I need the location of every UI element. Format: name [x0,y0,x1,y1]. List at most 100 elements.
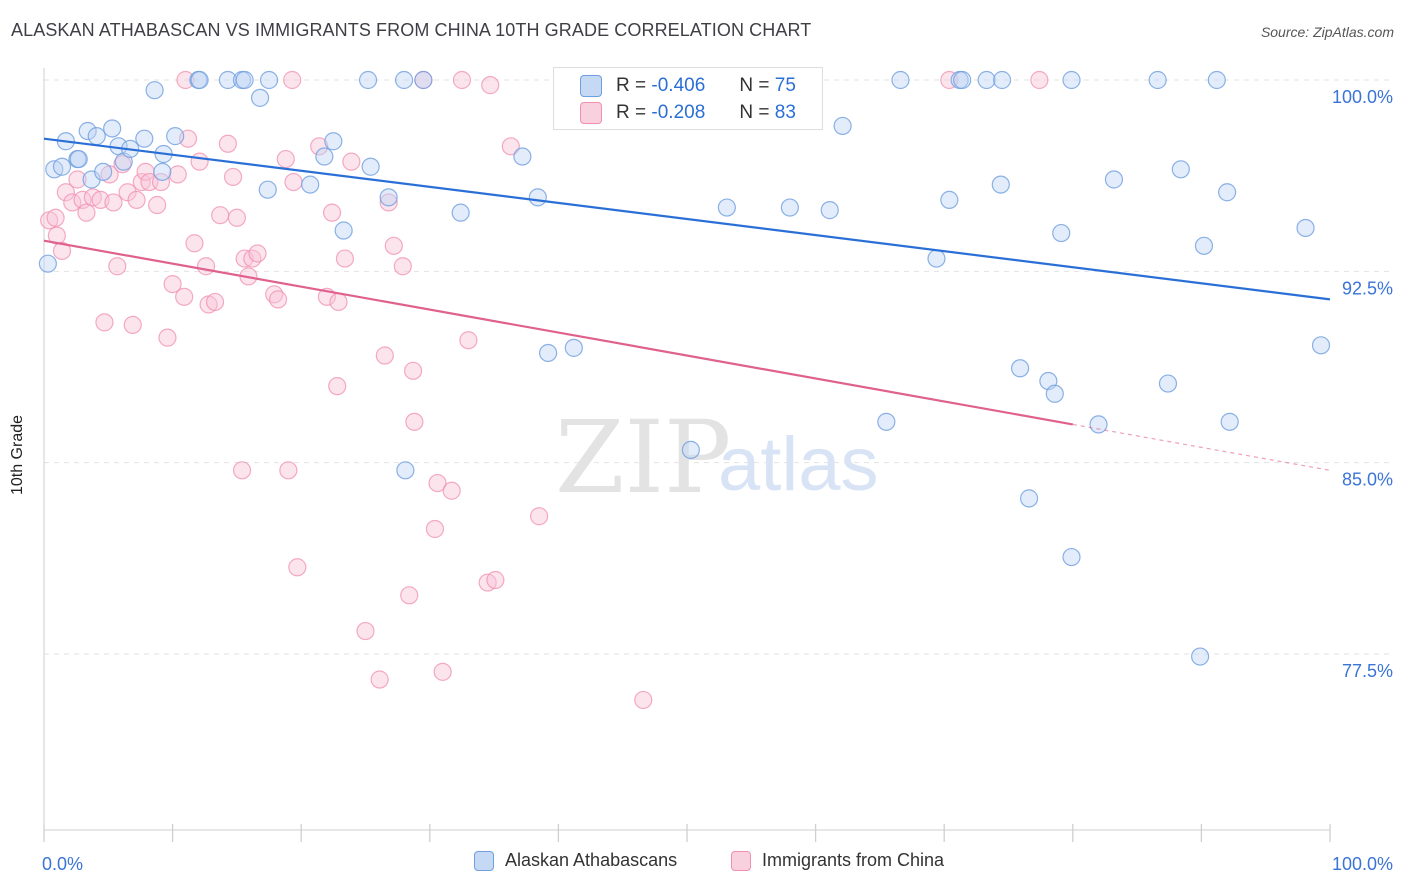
point-immigrants-from-china [108,257,127,276]
point-alaskan-athabascans [681,440,700,460]
watermark-zip: ZIP [555,399,731,516]
point-alaskan-athabascans [451,203,470,222]
point-immigrants-from-china [428,473,447,493]
point-immigrants-from-china [634,690,653,710]
point-immigrants-from-china [196,257,216,276]
x-tick-label: 0.0% [42,854,83,874]
point-immigrants-from-china [95,313,114,332]
point-immigrants-from-china [310,137,329,156]
axes [43,68,1331,842]
point-alaskan-athabascans [1010,359,1030,378]
point-immigrants-from-china [158,328,177,347]
r-value: -0.208 [651,102,706,123]
point-alaskan-athabascans [78,121,97,141]
grid-lines [44,79,1392,655]
point-immigrants-from-china [268,290,288,309]
r-label: R = [616,102,647,123]
trend-lines [43,137,1331,471]
legend-item-alaskan-athabascans: Alaskan Athabascans [474,850,677,871]
point-alaskan-athabascans [94,162,113,181]
tick-labels: 100.0% 92.5% 85.0% 77.5% 0.0% 100.0% [42,87,1393,874]
point-immigrants-from-china [68,170,87,189]
x-tick-label: 100.0% [1332,854,1393,874]
point-immigrants-from-china [168,165,187,184]
point-immigrants-from-china [481,76,500,95]
point-immigrants-from-china [370,670,389,689]
point-immigrants-from-china [283,70,302,90]
point-alaskan-athabascans [1191,647,1210,666]
point-alaskan-athabascans [513,147,532,166]
point-alaskan-athabascans [250,88,270,107]
point-immigrants-from-china [132,172,151,192]
watermark: ZIP atlas [555,399,879,516]
point-immigrants-from-china [530,507,549,526]
point-immigrants-from-china [185,234,204,253]
point-alaskan-athabascans [394,70,414,90]
point-alaskan-athabascans [315,147,334,166]
point-alaskan-athabascans [528,188,547,207]
legend-swatch-pink [731,850,751,871]
point-alaskan-athabascans [166,127,185,146]
point-immigrants-from-china [501,137,520,156]
point-alaskan-athabascans [103,119,122,138]
point-immigrants-from-china [56,183,75,202]
point-alaskan-athabascans [1158,374,1178,393]
point-alaskan-athabascans [991,175,1010,194]
point-immigrants-from-china [356,621,375,641]
legend-label: Alaskan Athabascans [505,850,678,870]
point-immigrants-from-china [940,70,959,90]
point-alaskan-athabascans [1311,336,1331,355]
point-immigrants-from-china [405,412,424,431]
point-immigrants-from-china [375,346,394,365]
point-immigrants-from-china [328,377,347,396]
stats-row-pink: R = -0.208 N = 83 [554,100,796,126]
point-alaskan-athabascans [940,190,959,210]
point-alaskan-athabascans [379,188,398,207]
point-immigrants-from-china [227,208,246,227]
point-alaskan-athabascans [717,198,736,217]
bottom-legend: Alaskan Athabascans Immigrants from Chin… [0,850,1406,880]
point-alaskan-athabascans [396,461,415,480]
point-immigrants-from-china [232,461,252,480]
point-alaskan-athabascans [833,116,852,136]
point-alaskan-athabascans [564,338,583,357]
r-value: -0.406 [651,75,706,96]
point-alaskan-athabascans [259,70,279,90]
point-immigrants-from-china [452,70,472,90]
point-alaskan-athabascans [334,221,353,240]
y-tick-label: 85.0% [1342,470,1393,490]
point-immigrants-from-china [52,241,72,261]
y-tick-label: 77.5% [1342,661,1393,681]
series-alaskan-athabascans [38,70,1331,666]
point-alaskan-athabascans [1052,223,1071,243]
point-alaskan-athabascans [953,70,972,90]
point-alaskan-athabascans [1220,412,1239,431]
n-label: N = [739,75,770,96]
point-alaskan-athabascans [52,157,72,176]
point-immigrants-from-china [335,249,355,268]
n-value: 75 [774,75,796,96]
trend-line-extension [1072,423,1331,471]
point-immigrants-from-china [379,193,398,212]
point-alaskan-athabascans [1296,218,1315,238]
point-alaskan-athabascans [87,127,106,146]
point-immigrants-from-china [276,149,295,169]
point-alaskan-athabascans [1062,547,1081,567]
point-alaskan-athabascans [414,70,433,90]
point-immigrants-from-china [329,292,348,312]
point-immigrants-from-china [284,172,303,192]
point-immigrants-from-china [403,361,423,380]
point-immigrants-from-china [288,558,307,577]
series-immigrants-from-china [40,70,1049,710]
chart-title: ALASKAN ATHABASCAN VS IMMIGRANTS FROM CH… [11,20,812,40]
point-alaskan-athabascans [1089,415,1108,434]
point-alaskan-athabascans [877,412,896,431]
point-immigrants-from-china [400,586,419,605]
point-immigrants-from-china [322,203,342,222]
point-alaskan-athabascans [539,343,558,363]
pink-swatch [580,102,602,124]
point-immigrants-from-china [104,193,123,212]
point-immigrants-from-china [459,331,478,350]
trend-line-immigrants-from-china [43,239,1073,426]
